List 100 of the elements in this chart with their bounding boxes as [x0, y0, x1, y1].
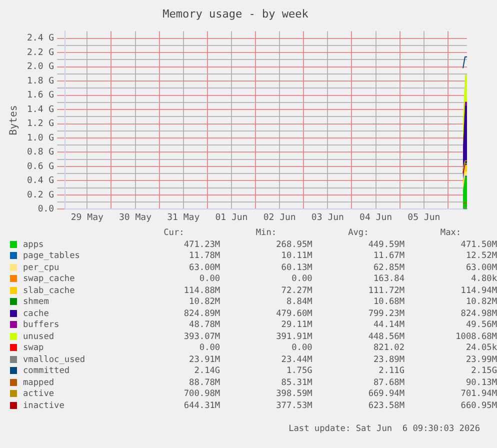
- text: 63.00M: [464, 262, 497, 274]
- y-tick-label: 1.2 G: [27, 119, 54, 130]
- text: 0.00: [290, 274, 312, 286]
- text: 2.15G: [470, 366, 497, 378]
- legend-label: swap: [22, 343, 45, 354]
- y-tick-label: 0.2 G: [27, 190, 54, 200]
- text: 49.56M: [464, 320, 497, 332]
- legend-label: committed: [22, 366, 71, 378]
- text: 111.72M: [367, 286, 405, 297]
- x-tick-label: 31 May: [167, 212, 200, 223]
- text: 824.89M: [182, 308, 220, 320]
- text: Last update: Sat Jun 6 09:30:03 2026: [288, 424, 480, 434]
- text: 24.05k: [464, 343, 497, 354]
- text: 660.95M: [460, 400, 497, 412]
- legend-label: slab_cache: [22, 286, 76, 297]
- text: 11.78M: [188, 251, 220, 262]
- text: 799.23M: [367, 308, 405, 320]
- text: 23.44M: [280, 354, 312, 366]
- text: 669.94M: [367, 389, 405, 400]
- y-tick-label: 0.6 G: [27, 162, 54, 172]
- text: 23.99M: [464, 354, 497, 366]
- text: 701.94M: [460, 389, 497, 400]
- x-tick-label: 05 Jun: [408, 212, 440, 223]
- text: 10.82M: [464, 297, 497, 308]
- text: 821.02: [372, 343, 405, 354]
- y-tick-label: 2.2 G: [27, 48, 54, 58]
- text: 471.23M: [182, 240, 220, 251]
- text: 87.68M: [372, 378, 405, 389]
- x-tick-label: 29 May: [70, 212, 104, 223]
- text: 10.82M: [188, 297, 220, 308]
- x-tick-label: 04 Jun: [360, 212, 392, 223]
- y-tick-label: 1.6 G: [27, 90, 54, 101]
- y-tick-label: 1.8 G: [27, 76, 54, 86]
- x-tick-label: 01 Jun: [215, 212, 248, 223]
- text: 10.68M: [372, 297, 405, 308]
- text: 0.00: [198, 343, 220, 354]
- text: 12.52M: [464, 251, 497, 262]
- text: 448.56M: [367, 332, 405, 343]
- y-axis-title: Bytes: [8, 105, 20, 136]
- text: 471.50M: [460, 240, 497, 251]
- y-tick-label: 1.4 G: [27, 104, 54, 115]
- text: 377.53M: [275, 400, 312, 412]
- y-tick-label: 2.4 G: [27, 34, 54, 44]
- legend-label: page_tables: [22, 251, 81, 262]
- legend-label: vmalloc_used: [22, 354, 86, 366]
- text: 85.31M: [280, 378, 312, 389]
- chart-title: Memory usage - by week: [162, 7, 309, 20]
- text: 10.11M: [280, 251, 312, 262]
- y-tick-label: 0.8 G: [27, 148, 54, 158]
- text: 268.95M: [275, 240, 312, 251]
- text: 4.80k: [470, 274, 497, 286]
- text: 2.14G: [193, 366, 220, 378]
- text: 623.58M: [367, 400, 405, 412]
- text: 8.84M: [285, 297, 312, 308]
- text: 48.78M: [188, 320, 220, 332]
- x-tick-label: 03 Jun: [311, 212, 344, 223]
- text: Max:: [439, 228, 462, 240]
- text: 88.78M: [188, 378, 220, 389]
- x-tick-label: 30 May: [118, 212, 152, 223]
- text: 398.59M: [275, 389, 312, 400]
- text: 449.59M: [367, 240, 405, 251]
- text: 391.91M: [275, 332, 312, 343]
- legend-label: mapped: [22, 378, 56, 389]
- text: 2.11G: [378, 366, 405, 378]
- legend-label: per_cpu: [22, 262, 60, 274]
- text: 62.85M: [372, 262, 405, 274]
- text: 0.00: [198, 274, 220, 286]
- text: Min:: [254, 228, 278, 240]
- text: 824.98M: [460, 308, 497, 320]
- legend-label: unused: [22, 332, 56, 343]
- text: Avg:: [347, 228, 370, 240]
- y-tick-label: 2.0 G: [27, 62, 54, 72]
- text: 114.88M: [182, 286, 220, 297]
- text: 60.13M: [280, 262, 312, 274]
- legend-label: apps: [22, 240, 45, 251]
- text: 11.67M: [372, 251, 405, 262]
- text: 479.60M: [275, 308, 312, 320]
- y-tick-label: 0.4 G: [27, 176, 54, 186]
- legend-label: inactive: [22, 400, 66, 412]
- legend-label: shmem: [22, 297, 50, 308]
- text: 29.11M: [280, 320, 312, 332]
- text: 90.13M: [464, 378, 497, 389]
- text: 1.75G: [285, 366, 312, 378]
- y-tick-label: 1.0 G: [27, 133, 54, 144]
- text: 163.84: [372, 274, 405, 286]
- text: 23.91M: [188, 354, 220, 366]
- text: 393.07M: [182, 332, 220, 343]
- text: 0.00: [290, 343, 312, 354]
- text: 1008.68M: [454, 332, 497, 343]
- text: Cur:: [162, 228, 186, 240]
- x-tick-label: 02 Jun: [263, 212, 296, 223]
- legend-label: cache: [22, 308, 50, 320]
- text: 114.94M: [460, 286, 497, 297]
- y-tick-label: 0.0: [38, 204, 54, 215]
- text: 72.27M: [280, 286, 312, 297]
- text: 644.31M: [182, 400, 220, 412]
- legend-label: buffers: [22, 320, 60, 332]
- legend-label: swap_cache: [22, 274, 76, 286]
- legend-label: active: [22, 389, 56, 400]
- text: 63.00M: [188, 262, 220, 274]
